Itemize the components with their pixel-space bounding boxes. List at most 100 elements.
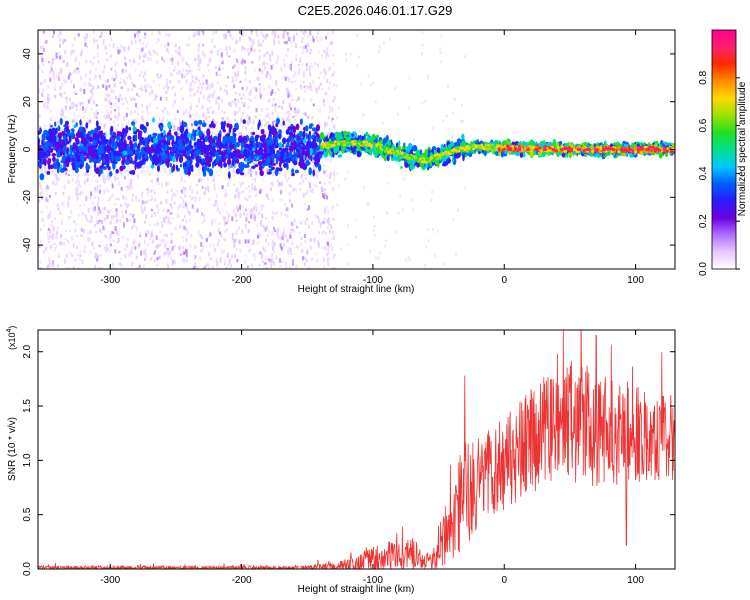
spectrogram-cell [93,38,96,41]
spectrogram-cell [326,226,329,230]
spectrogram-cell [315,36,318,40]
spectrogram-cell [272,154,276,159]
spectrogram-cell [183,226,186,230]
spectrogram-cell [275,79,278,82]
spectrogram-cell [38,142,41,146]
spectrogram-cell [336,203,339,207]
spectrogram-cell [90,215,93,219]
spectrogram-cell [70,209,73,215]
spectrogram-cell [164,168,167,173]
spectrogram-cell [97,254,99,259]
spectrogram-cell [119,93,122,97]
spectrogram-cell [238,131,241,136]
spectrogram-cell [96,220,98,225]
spectrogram-cell [265,62,268,65]
spectrogram-cell [269,74,272,80]
spectrogram-cell [79,88,82,92]
spectrogram-cell [39,260,41,263]
spectrogram-cell [77,253,80,257]
spectrogram-cell [273,136,276,140]
spectrogram-cell [456,208,459,212]
spectrogram-cell [110,233,113,239]
spectrogram-cell [38,114,41,118]
spectrogram-cell [275,255,278,260]
spectrogram-cell [112,89,115,94]
spectrogram-cell [88,82,91,85]
spectrogram-cell [76,196,79,201]
spectrogram-cell [277,185,280,188]
spectrogram-cell [274,31,277,34]
spectrogram-cell [265,266,268,269]
spectrogram-cell [253,49,256,53]
spectrogram-cell [248,249,250,253]
spectrogram-cell [248,80,251,84]
spectrogram-cell [109,250,112,254]
spectrogram-cell [133,218,136,224]
spectrogram-cell [226,228,228,231]
spectrogram-cell [138,30,141,34]
spectrogram-cell [208,125,211,130]
spectrogram-cell [107,210,109,213]
spectrogram-cell [205,116,208,120]
spectrogram-cell [271,258,274,263]
spectrogram-cell [154,118,157,122]
spectrogram-cell [228,227,231,232]
spectrogram-cell [42,30,45,34]
spectrogram-cell [335,84,338,88]
spectrogram-cell [215,71,218,76]
spectrogram-cell [327,241,329,246]
spectrogram-cell [118,49,121,53]
spectrogram-cell [250,177,253,181]
spectrogram-cell [131,261,134,267]
spectrogram-cell [318,108,321,113]
spectrogram-cell [58,51,61,56]
spectrogram-cell [51,146,54,151]
spectrogram-cell [165,33,168,36]
spectrogram-cell [299,118,303,125]
spectrogram-cell [49,229,52,234]
spectrogram-cell [405,258,408,262]
spectrogram-cell [74,136,79,143]
spectrogram-cell [188,87,191,92]
spectrogram-cell [115,74,118,80]
spectrogram-cell [298,67,301,72]
spectrogram-cell [126,203,129,208]
spectrogram-cell [235,76,237,82]
spectrogram-cell [266,225,268,230]
spectrogram-cell [41,217,44,222]
spectrogram-cell [439,47,442,51]
spectrogram-cell [49,123,51,128]
spectrogram-cell [255,203,258,207]
spectrogram-cell [80,228,83,232]
spectrogram-cell [141,110,144,113]
spectrogram-cell [75,56,78,61]
spectrogram-cell [112,266,115,269]
spectrogram-cell [217,81,219,84]
spectrogram-cell [382,121,385,125]
spectrogram-cell [77,33,80,37]
spectrogram-cell [127,46,130,51]
spectrogram-cell [99,228,102,232]
spectrogram-cell [396,112,399,116]
spectrogram-cell [143,36,146,39]
spectrogram-cell [198,68,201,71]
spectrogram-cell [244,60,246,64]
spectrogram-cell [131,82,134,85]
spectrogram-cell [318,242,320,247]
spectrogram-cell [202,170,207,177]
spectrogram-cell [194,199,196,203]
spectrogram-cell [219,87,222,91]
spectrogram-cell [301,40,303,43]
spectrogram-cell [106,109,108,113]
spectrogram-cell [126,242,128,248]
spectrogram-cell [39,45,42,49]
spectrogram-cell [167,220,170,225]
spectrogram-cell [213,187,216,191]
spectrogram-cell [178,118,181,123]
spectrogram-cell [223,248,225,253]
spectrogram-cell [132,241,135,247]
spectrogram-cell [140,193,143,198]
spectrogram-cell [211,131,214,136]
spectrogram-cell [56,121,59,124]
spectrogram-cell [144,32,147,36]
